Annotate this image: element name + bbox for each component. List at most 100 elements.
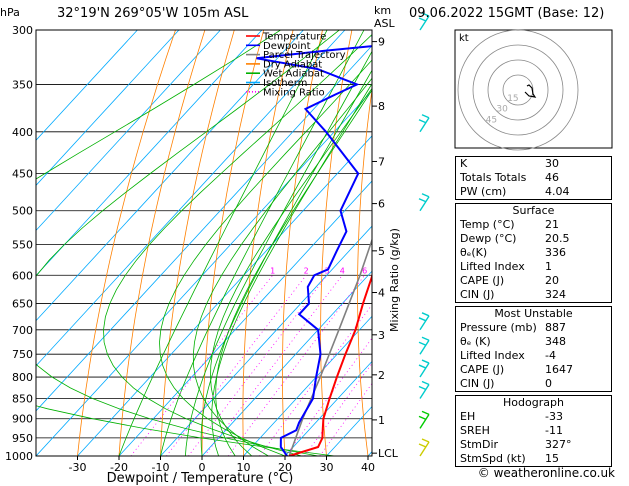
pressure-tick-label: 550 — [12, 238, 33, 251]
wet-adiabat-line — [192, 77, 372, 456]
pw-row: PW (cm) 4.04 — [460, 185, 570, 198]
mixing-ratio-line — [188, 275, 328, 456]
x-axis-label: Dewpoint / Temperature (°C) — [107, 471, 294, 486]
wet-adiabat-line — [36, 30, 335, 456]
pressure-tick-label: 450 — [12, 167, 33, 180]
km-tick-label: 6 — [378, 198, 385, 211]
wind-barb — [418, 438, 430, 457]
km-tick-label: LCL — [378, 447, 399, 460]
hodograph-frame — [454, 29, 613, 149]
unstable-row: CAPE (J) 1647 — [460, 363, 573, 376]
surface-row: Dewp (°C) 20.5 — [460, 232, 570, 245]
k-index-row: K 30 — [460, 157, 559, 170]
mixing-ratio-axis-label: Mixing Ratio (g/kg) — [388, 228, 401, 332]
wind-barb — [418, 380, 430, 399]
km-tick-label: 4 — [378, 287, 385, 300]
hodograph-title: Hodograph — [503, 396, 564, 409]
wet-adiabat-line — [211, 82, 372, 456]
mixing-ratio-label: 20 — [431, 266, 441, 275]
km-tick-label: 2 — [378, 369, 385, 382]
hodograph-ring — [487, 59, 549, 121]
pressure-tick-label: 600 — [12, 269, 33, 282]
hodo-row: EH -33 — [460, 410, 563, 423]
unstable-row: θₑ (K) 348 — [460, 335, 566, 348]
pressure-tick-label: 950 — [12, 432, 33, 445]
mixing-ratio-label: 1 — [270, 266, 275, 275]
temperature-tick-label: -10 — [152, 461, 170, 474]
hodo-row: StmDir 327° — [460, 438, 572, 451]
pressure-tick-label: 850 — [12, 392, 33, 405]
wet-adiabat-line — [200, 69, 372, 456]
unstable-row: Lifted Index -4 — [460, 349, 556, 362]
legend-label: Parcel Trajectory — [263, 50, 346, 61]
wind-barb — [418, 12, 430, 31]
pressure-tick-label: 500 — [12, 205, 33, 218]
mixing-ratio-label: 6 — [362, 266, 367, 275]
dry-adiabat-line — [320, 30, 353, 456]
hodograph-ring-label: 15 — [507, 94, 518, 104]
basic-indices: K 30 Totals Totals 46 PW (cm) 4.04 — [455, 156, 612, 200]
datetime-label: 09.06.2022 15GMT (Base: 12) — [409, 6, 605, 21]
km-tick-label: 3 — [378, 329, 385, 342]
asl-label: ASL — [374, 17, 395, 30]
temperature-tick-label: 10 — [237, 461, 251, 474]
mixing-ratio-label: 4 — [340, 266, 345, 275]
hodograph-ring-label: 45 — [486, 115, 497, 125]
wet-adiabat-line — [118, 30, 328, 456]
totals-row: Totals Totals 46 — [460, 171, 559, 184]
legend-label: Dewpoint — [263, 41, 311, 52]
hodograph-trace — [524, 84, 537, 98]
isotherm-line — [243, 315, 372, 456]
pressure-tick-label: 900 — [12, 413, 33, 426]
mixing-ratio-line — [319, 382, 372, 456]
surface-row: CAPE (J) 20 — [460, 274, 559, 287]
surface-row: Temp (°C) 21 — [460, 218, 559, 231]
legend-label: Dry Adiabat — [263, 59, 322, 70]
pressure-tick-label: 400 — [12, 126, 33, 139]
km-tick-label: 8 — [378, 100, 385, 113]
mixing-ratio-label: 2 — [304, 266, 309, 275]
isotherm-line — [201, 270, 372, 456]
surface-title: Surface — [512, 204, 555, 217]
mixing-ratio-line — [130, 275, 273, 456]
temperature-tick-label: -30 — [69, 461, 87, 474]
location-label: 32°19'N 269°05'W 105m ASL — [57, 6, 249, 21]
km-tick-label: 7 — [378, 155, 385, 168]
pressure-tick-label: 300 — [12, 24, 33, 37]
hodo-row: SREH -11 — [460, 424, 563, 437]
temperature-tick-label: 40 — [361, 461, 375, 474]
temperature-tick-label: 30 — [320, 461, 334, 474]
km-tick-label: 9 — [378, 36, 385, 49]
pressure-tick-label: 650 — [12, 298, 33, 311]
hodograph-box: Hodograph EH -33 SREH -11 StmDir 327° StmSpd (… — [455, 395, 612, 467]
km-label: km — [374, 4, 392, 17]
temperature-line — [288, 272, 372, 456]
wet-adiabat-line — [185, 50, 372, 456]
unstable-row: Pressure (mb) 887 — [460, 321, 566, 334]
legend-label: Temperature — [262, 32, 326, 43]
plot-frame — [35, 29, 373, 457]
hodograph-ring-label: 30 — [496, 105, 508, 115]
credit-label: © weatheronline.co.uk — [477, 466, 615, 480]
hodograph-ring — [472, 44, 564, 136]
hodograph-ring — [457, 29, 579, 151]
wind-barb — [418, 193, 430, 212]
unstable-box: Most Unstable Pressure (mb) 887 θₑ (K) 348 L… — [455, 306, 612, 392]
wind-barb — [418, 336, 430, 355]
dry-adiabat-line — [428, 30, 451, 456]
legend-label: Mixing Ratio — [263, 87, 325, 98]
isotherm-line — [36, 30, 263, 277]
temperature-tick-label: 20 — [278, 461, 292, 474]
pressure-unit-label: hPa — [0, 6, 20, 19]
pressure-tick-label: 350 — [12, 79, 33, 92]
wet-adiabat-line — [210, 87, 372, 456]
pressure-tick-label: 750 — [12, 348, 33, 361]
wind-barb — [418, 359, 430, 378]
wet-adiabat-line — [159, 59, 372, 456]
mixing-ratio-line — [204, 275, 343, 456]
dry-adiabat-line — [118, 30, 206, 456]
isotherm-line — [118, 180, 372, 456]
surface-box: Surface Temp (°C) 21 Dewp (°C) 20.5 θₑ(K) 336… — [455, 203, 612, 303]
hodograph-units-label: kt — [459, 33, 469, 44]
